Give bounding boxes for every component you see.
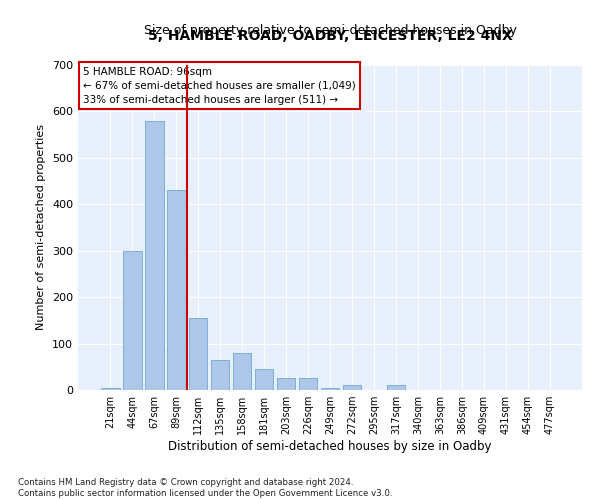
Text: Contains HM Land Registry data © Crown copyright and database right 2024.
Contai: Contains HM Land Registry data © Crown c… — [18, 478, 392, 498]
Bar — [145, 120, 164, 390]
Bar — [167, 190, 185, 390]
Bar — [123, 250, 142, 390]
Bar — [211, 360, 229, 390]
Text: 5, HAMBLE ROAD, OADBY, LEICESTER, LE2 4NX: 5, HAMBLE ROAD, OADBY, LEICESTER, LE2 4N… — [148, 28, 512, 42]
Y-axis label: Number of semi-detached properties: Number of semi-detached properties — [37, 124, 46, 330]
Bar — [189, 318, 208, 390]
Bar — [255, 369, 274, 390]
Title: Size of property relative to semi-detached houses in Oadby: Size of property relative to semi-detach… — [143, 24, 517, 38]
Bar — [101, 388, 119, 390]
Bar — [233, 353, 251, 390]
Bar — [277, 378, 295, 390]
X-axis label: Distribution of semi-detached houses by size in Oadby: Distribution of semi-detached houses by … — [168, 440, 492, 453]
Bar — [320, 388, 340, 390]
Text: 5 HAMBLE ROAD: 96sqm
← 67% of semi-detached houses are smaller (1,049)
33% of se: 5 HAMBLE ROAD: 96sqm ← 67% of semi-detac… — [83, 66, 356, 104]
Bar — [386, 386, 405, 390]
Bar — [299, 378, 317, 390]
Bar — [343, 386, 361, 390]
